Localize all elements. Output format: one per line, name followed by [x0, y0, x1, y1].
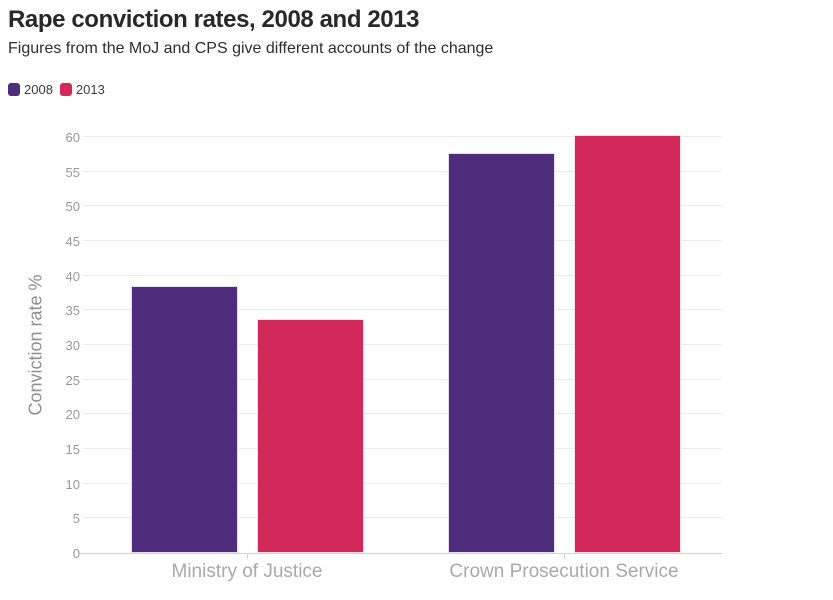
x-tick-0 [247, 554, 248, 559]
gridline-y-45 [83, 240, 722, 241]
gridline-y-40 [83, 274, 722, 276]
chart-legend: 2008 2013 [8, 82, 112, 97]
y-tick-label-10: 10 [65, 476, 80, 492]
y-tick-label-5: 5 [72, 511, 80, 527]
bar-2013-crown-prosecution-service [573, 135, 681, 553]
legend-label: 2013 [75, 82, 105, 97]
bar-2008-crown-prosecution-service [447, 153, 555, 553]
gridline-y-35 [83, 309, 722, 311]
legend-item-2013: 2013 [59, 82, 105, 97]
legend-item-2008: 2008 [8, 82, 53, 97]
gridline-y-30 [83, 344, 722, 345]
gridline-y-55 [83, 170, 722, 172]
gridline-y-20 [83, 413, 722, 415]
y-tick-label-30: 30 [65, 338, 80, 353]
y-tick-label-60: 60 [65, 130, 80, 145]
gridline-y-5 [83, 517, 722, 519]
y-tick-label-50: 50 [65, 199, 80, 215]
plot-area [79, 135, 722, 559]
chart-title: Rape conviction rates, 2008 and 2013 [8, 6, 420, 33]
chart-subtitle: Figures from the MoJ and CPS give differ… [8, 40, 494, 57]
y-tick-label-40: 40 [65, 268, 80, 284]
gridline-y-50 [83, 205, 722, 207]
y-tick-label-20: 20 [65, 407, 80, 423]
category-label-0: Ministry of Justice [171, 561, 323, 582]
x-axis-line [79, 553, 722, 554]
y-tick-label-35: 35 [65, 303, 80, 319]
y-tick-label-0: 0 [72, 546, 80, 561]
legend-swatch-icon [8, 83, 20, 96]
bar-2008-ministry-of-justice [130, 286, 238, 553]
gridline-y-10 [83, 482, 722, 484]
y-tick-label-15: 15 [65, 442, 80, 457]
y-tick-label-45: 45 [65, 234, 80, 249]
category-label-1: Crown Prosecution Service [449, 561, 679, 582]
y-tick-label-25: 25 [65, 372, 80, 388]
bar-2013-ministry-of-justice [256, 319, 364, 553]
gridline-y-60 [83, 136, 722, 137]
y-tick-label-55: 55 [65, 164, 80, 180]
legend-label: 2008 [24, 82, 53, 97]
gridline-y-25 [83, 378, 722, 380]
x-tick-1 [564, 554, 565, 559]
legend-swatch-icon [59, 83, 72, 96]
gridline-y-15 [83, 448, 722, 449]
